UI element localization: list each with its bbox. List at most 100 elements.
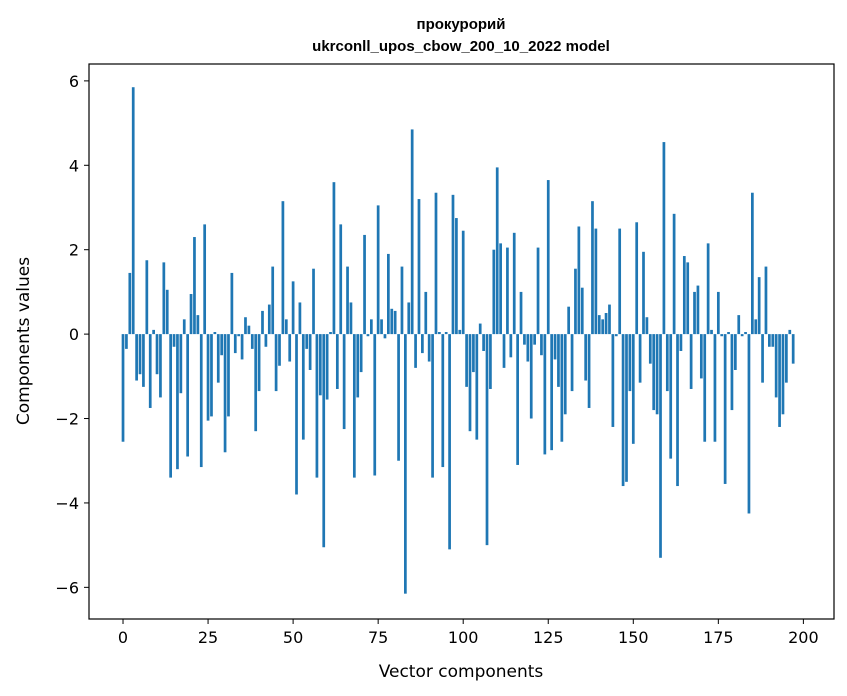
bar xyxy=(519,291,523,335)
bar xyxy=(706,243,710,335)
bar xyxy=(577,226,581,335)
bar xyxy=(159,334,162,398)
bars-group xyxy=(121,87,795,594)
bar xyxy=(451,194,455,335)
bar xyxy=(281,201,285,335)
y-tick-label: −2 xyxy=(55,410,79,429)
bar xyxy=(230,272,234,335)
bar xyxy=(298,302,302,335)
bar xyxy=(434,192,438,335)
bar xyxy=(716,291,720,335)
bar xyxy=(703,334,707,442)
bar xyxy=(438,332,441,335)
bar xyxy=(642,251,645,335)
bar xyxy=(621,334,625,487)
bar xyxy=(376,205,380,335)
bar xyxy=(121,334,125,442)
bar xyxy=(737,315,741,335)
bar xyxy=(591,201,594,335)
bar xyxy=(781,334,785,415)
bar xyxy=(696,285,700,335)
bar xyxy=(689,334,693,389)
bar xyxy=(458,329,462,335)
bar xyxy=(400,266,404,335)
bar xyxy=(723,334,727,484)
bar xyxy=(757,277,761,335)
bar xyxy=(489,334,492,389)
bar xyxy=(679,334,683,351)
bar xyxy=(369,319,373,335)
bar xyxy=(733,334,737,370)
bar xyxy=(472,334,475,373)
bar xyxy=(356,334,360,398)
bar xyxy=(560,334,564,442)
bar xyxy=(332,182,336,335)
bar xyxy=(179,334,183,394)
bar xyxy=(499,243,502,335)
bar xyxy=(597,315,601,335)
bar xyxy=(570,334,574,392)
bar xyxy=(635,222,639,335)
bar xyxy=(608,304,611,335)
bar xyxy=(625,334,628,482)
bar xyxy=(410,129,414,335)
bar xyxy=(339,224,343,335)
x-tick-label: 175 xyxy=(703,628,734,647)
bar xyxy=(751,192,754,335)
bar xyxy=(604,313,608,335)
bar xyxy=(264,334,268,347)
bar xyxy=(383,334,387,339)
bar xyxy=(162,262,166,335)
bar xyxy=(254,334,258,432)
bar xyxy=(335,334,339,389)
bar xyxy=(431,334,434,478)
bar xyxy=(414,334,417,368)
bar xyxy=(502,334,506,368)
y-tick-label: 0 xyxy=(69,325,79,344)
x-tick-label: 75 xyxy=(368,628,388,647)
bar xyxy=(373,334,377,476)
bar xyxy=(676,334,679,487)
bar xyxy=(213,332,217,335)
x-tick-label: 200 xyxy=(788,628,819,647)
bar xyxy=(363,234,366,335)
bar xyxy=(301,334,305,440)
bar xyxy=(346,266,349,335)
bar xyxy=(315,334,319,478)
bar xyxy=(295,334,298,495)
bar xyxy=(557,334,560,387)
bar xyxy=(546,180,550,335)
bar xyxy=(220,334,224,356)
bar xyxy=(529,334,533,419)
bar xyxy=(645,317,649,335)
bar xyxy=(393,310,397,335)
bar xyxy=(227,334,230,417)
bar xyxy=(366,334,370,337)
bar xyxy=(305,334,309,349)
bar xyxy=(267,304,271,335)
bar xyxy=(165,289,169,335)
bar xyxy=(580,287,584,335)
bar xyxy=(407,302,411,335)
bar xyxy=(203,224,207,335)
bar xyxy=(441,334,445,468)
bar xyxy=(318,334,322,396)
bar xyxy=(730,334,734,411)
x-tick-label: 125 xyxy=(533,628,564,647)
bar xyxy=(427,334,431,362)
bar xyxy=(584,334,588,381)
bar xyxy=(614,334,618,337)
bar xyxy=(206,334,210,421)
y-axis-label: Components values xyxy=(14,257,34,425)
bar xyxy=(461,230,465,335)
bar xyxy=(390,308,394,335)
bar xyxy=(189,294,193,335)
bar xyxy=(478,323,482,335)
x-axis-label: Vector components xyxy=(379,662,544,682)
bar xyxy=(550,334,554,451)
y-tick-label: 2 xyxy=(69,241,79,260)
bar xyxy=(475,334,479,440)
bar xyxy=(785,334,788,383)
bar xyxy=(244,317,247,335)
bar xyxy=(468,334,472,432)
